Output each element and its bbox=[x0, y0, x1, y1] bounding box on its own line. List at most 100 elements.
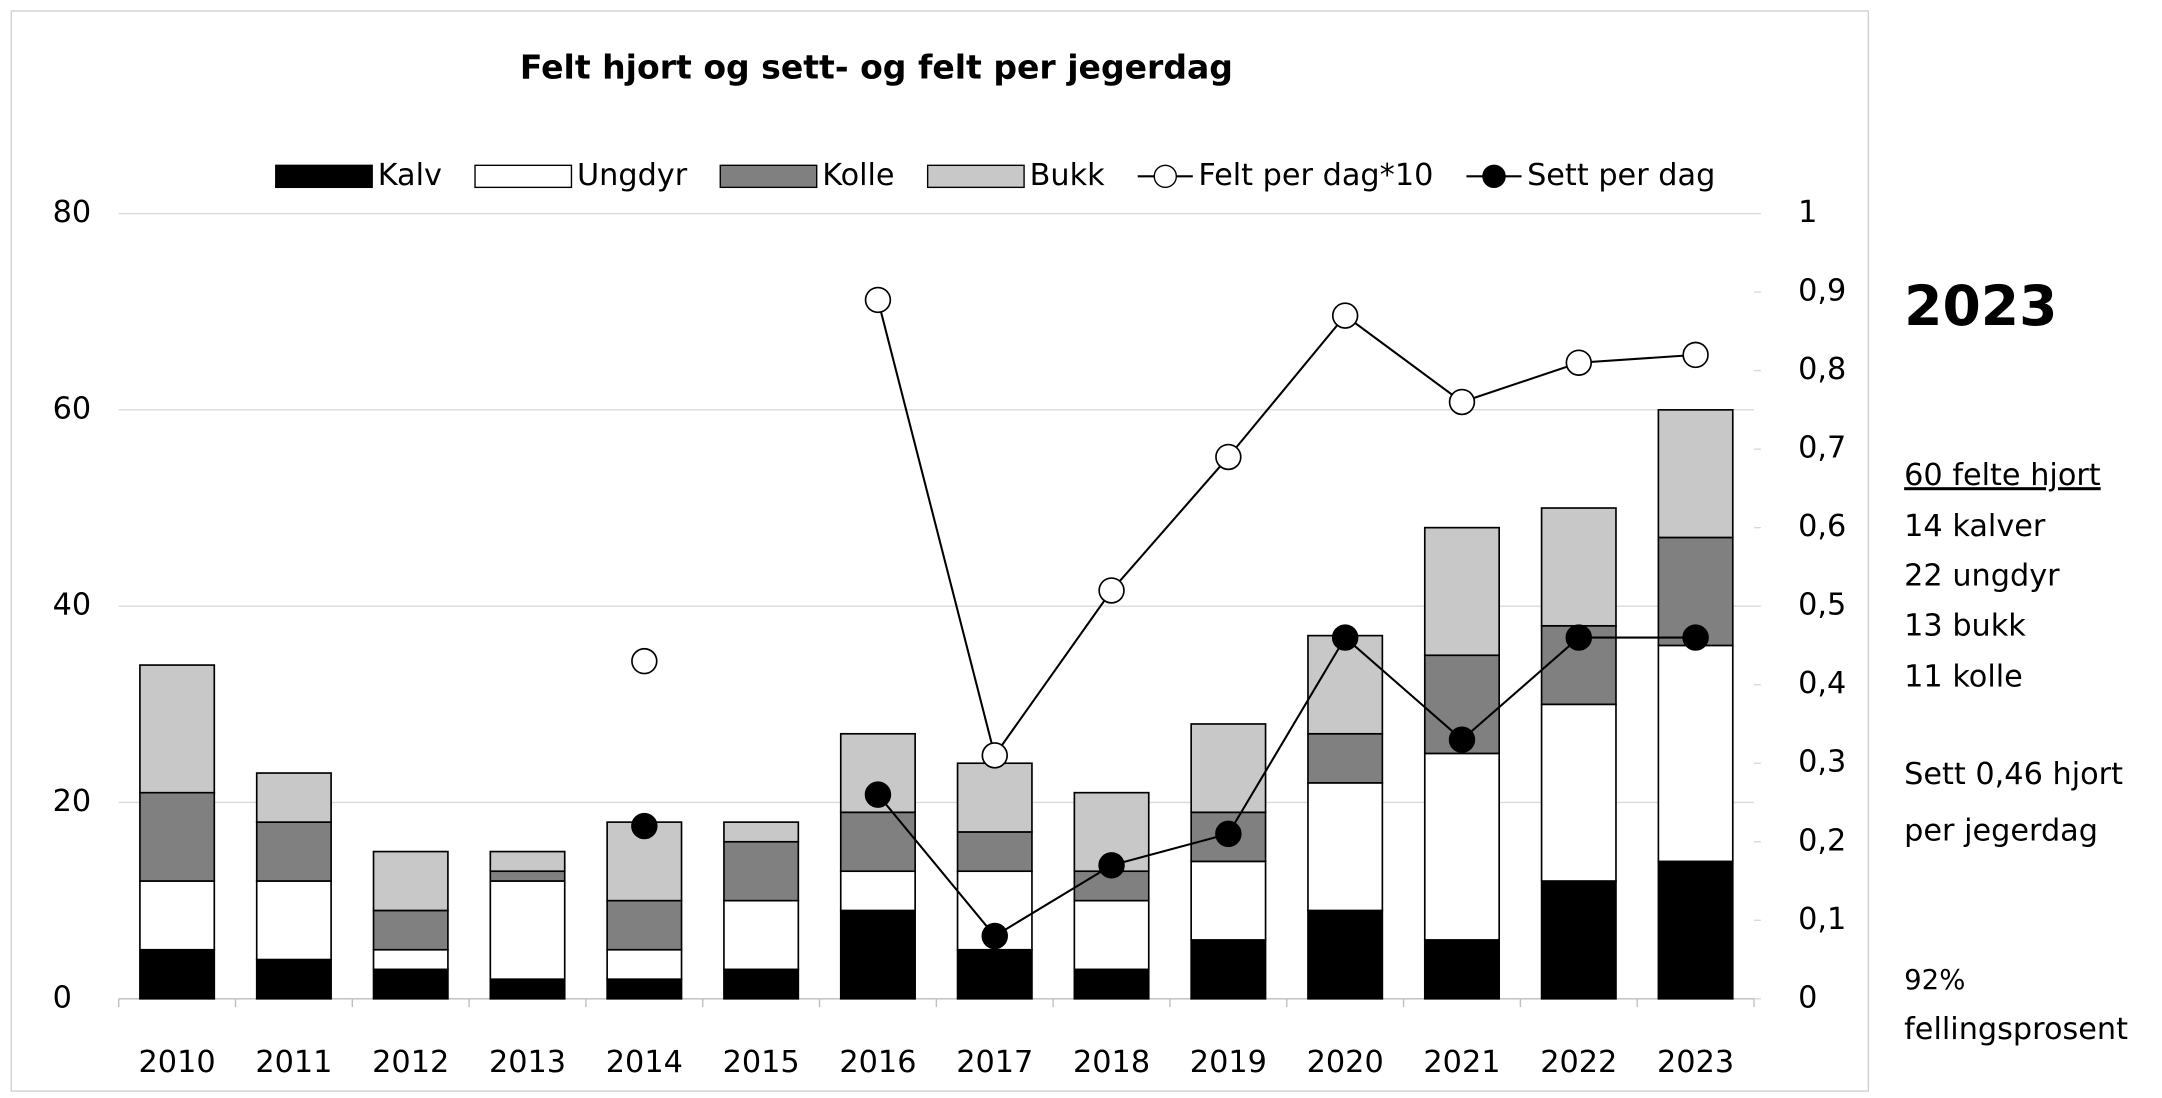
y2-tick-label: 0,3 bbox=[1798, 745, 1846, 780]
x-tick-label: 2017 bbox=[956, 1045, 1033, 1080]
chart-frame bbox=[10, 10, 1870, 1092]
x-tick-label: 2021 bbox=[1423, 1045, 1500, 1080]
line bbox=[876, 299, 1696, 758]
bar-segment bbox=[1540, 507, 1617, 627]
bar-segment bbox=[139, 791, 216, 882]
legend-swatch bbox=[275, 164, 373, 189]
bar-segment bbox=[489, 978, 566, 1000]
x-tick-label: 2019 bbox=[1190, 1045, 1267, 1080]
bar-segment bbox=[255, 880, 332, 961]
bar-segment bbox=[723, 840, 800, 902]
y-tick-label: 0 bbox=[53, 980, 72, 1015]
bar-segment bbox=[1190, 860, 1267, 941]
marker bbox=[1098, 852, 1125, 879]
marker bbox=[631, 812, 658, 840]
bar-segment bbox=[1190, 723, 1267, 814]
legend-swatch bbox=[719, 164, 818, 189]
bar-segment bbox=[1073, 968, 1150, 1000]
bar-segment bbox=[723, 899, 800, 971]
line bbox=[877, 635, 1696, 938]
side-seen: per jegerdag bbox=[1904, 814, 2098, 849]
y2-tick-label: 0 bbox=[1798, 980, 1817, 1015]
y2-tick-label: 0,7 bbox=[1798, 431, 1846, 466]
legend-label: Kalv bbox=[378, 158, 442, 193]
bar-segment bbox=[839, 811, 916, 873]
bar-segment bbox=[489, 870, 566, 882]
bar-segment bbox=[255, 821, 332, 882]
bar-segment bbox=[1190, 939, 1267, 1000]
bar-segment bbox=[1540, 703, 1617, 882]
marker bbox=[631, 647, 658, 675]
x-tick-label: 2022 bbox=[1540, 1045, 1617, 1080]
marker bbox=[864, 781, 892, 808]
marker bbox=[1331, 624, 1359, 651]
side-rate: 92% bbox=[1904, 964, 1965, 996]
bar-segment bbox=[839, 909, 916, 1000]
bar-segment bbox=[489, 850, 566, 873]
bar-segment bbox=[1307, 909, 1384, 1000]
side-line: 13 bukk bbox=[1904, 608, 2026, 643]
bar-segment bbox=[372, 850, 449, 912]
bar-segment bbox=[839, 870, 916, 912]
x-tick-label: 2011 bbox=[255, 1045, 332, 1080]
x-tick-label: 2018 bbox=[1073, 1045, 1150, 1080]
y2-tick-label: 1 bbox=[1798, 195, 1817, 230]
bar-segment bbox=[1657, 409, 1734, 539]
y2-tick-label: 0,6 bbox=[1798, 509, 1846, 544]
legend-marker bbox=[1153, 164, 1178, 189]
marker bbox=[981, 922, 1008, 950]
side-year: 2023 bbox=[1904, 274, 2057, 338]
bar-segment bbox=[1540, 880, 1617, 1000]
x-tick-label: 2014 bbox=[606, 1045, 683, 1080]
marker bbox=[864, 286, 892, 314]
x-tick-label: 2023 bbox=[1657, 1045, 1734, 1080]
bar-segment bbox=[606, 948, 683, 981]
bar-segment bbox=[1423, 526, 1500, 657]
y2-tick-label: 0,9 bbox=[1798, 274, 1846, 309]
y-tick-label: 20 bbox=[53, 784, 92, 819]
bar-segment bbox=[139, 948, 216, 1000]
y2-tick-label: 0,8 bbox=[1798, 352, 1846, 387]
side-line: 14 kalver bbox=[1904, 509, 2046, 544]
bar-segment bbox=[139, 664, 216, 794]
legend-swatch bbox=[474, 164, 573, 189]
chart-title: Felt hjort og sett- og felt per jegerdag bbox=[520, 47, 1233, 86]
bar-segment bbox=[1423, 752, 1500, 941]
legend-label: Ungdyr bbox=[577, 158, 688, 193]
bar-segment bbox=[1073, 899, 1150, 971]
y-tick-label: 80 bbox=[53, 195, 92, 230]
legend-marker bbox=[1482, 164, 1506, 189]
bar-segment bbox=[1657, 644, 1734, 863]
x-tick-label: 2010 bbox=[139, 1045, 216, 1080]
x-tick-label: 2016 bbox=[839, 1045, 916, 1080]
legend-label: Felt per dag*10 bbox=[1198, 158, 1433, 193]
y2-tick-label: 0,5 bbox=[1798, 588, 1846, 623]
y2-tick-label: 0,4 bbox=[1798, 666, 1846, 701]
legend-label: Sett per dag bbox=[1527, 158, 1715, 193]
side-heading: 60 felte hjort bbox=[1904, 458, 2101, 493]
side-line: 11 kolle bbox=[1904, 659, 2023, 694]
bar-segment bbox=[489, 880, 566, 981]
bar-segment bbox=[956, 948, 1033, 1000]
bar-segment bbox=[255, 772, 332, 823]
legend-label: Kolle bbox=[822, 158, 894, 193]
bar-segment bbox=[372, 948, 449, 971]
legend-swatch bbox=[926, 164, 1025, 189]
marker bbox=[1448, 726, 1476, 753]
side-seen: Sett 0,46 hjort bbox=[1904, 757, 2123, 792]
bar-segment bbox=[1307, 634, 1384, 735]
bar-segment bbox=[372, 909, 449, 951]
bar-segment bbox=[1657, 860, 1734, 1000]
marker bbox=[1565, 349, 1593, 376]
x-tick-label: 2020 bbox=[1307, 1045, 1384, 1080]
marker bbox=[1215, 443, 1242, 471]
marker bbox=[1098, 577, 1125, 604]
marker bbox=[1331, 302, 1359, 329]
bar-segment bbox=[1307, 732, 1384, 784]
bar-segment bbox=[606, 899, 683, 951]
side-rate: fellingsprosent bbox=[1904, 1012, 2128, 1047]
marker bbox=[1682, 341, 1709, 369]
y-tick-label: 60 bbox=[53, 391, 92, 426]
side-line: 22 ungdyr bbox=[1904, 559, 2060, 594]
